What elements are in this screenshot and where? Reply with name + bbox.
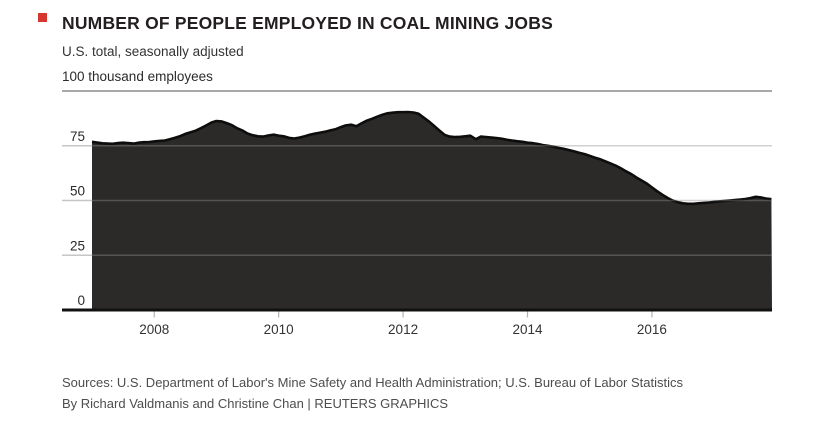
x-tick-label: 2010	[264, 322, 294, 337]
x-tick-label: 2014	[512, 322, 543, 337]
employment-line	[91, 110, 772, 206]
chart-title: NUMBER OF PEOPLE EMPLOYED IN COAL MINING…	[62, 13, 553, 33]
x-tick-label: 2016	[637, 322, 667, 337]
chart-footer: Sources: U.S. Department of Labor's Mine…	[62, 372, 683, 414]
x-tick-label: 2012	[388, 322, 418, 337]
chart-subtitle: U.S. total, seasonally adjusted	[62, 44, 244, 59]
y-tick-label: 25	[70, 238, 85, 253]
y-tick-label: 50	[70, 184, 85, 199]
y-tick-label: 0	[77, 293, 85, 308]
y-tick-label: 75	[70, 129, 85, 144]
sources-line: Sources: U.S. Department of Labor's Mine…	[62, 375, 684, 390]
y-axis-unit-label: 100 thousand employees	[62, 69, 213, 84]
byline: By Richard Valdmanis and Christine Chan …	[62, 396, 449, 411]
brand-mark	[38, 13, 47, 22]
x-tick-label: 2008	[139, 322, 169, 337]
employment-area	[92, 112, 772, 310]
